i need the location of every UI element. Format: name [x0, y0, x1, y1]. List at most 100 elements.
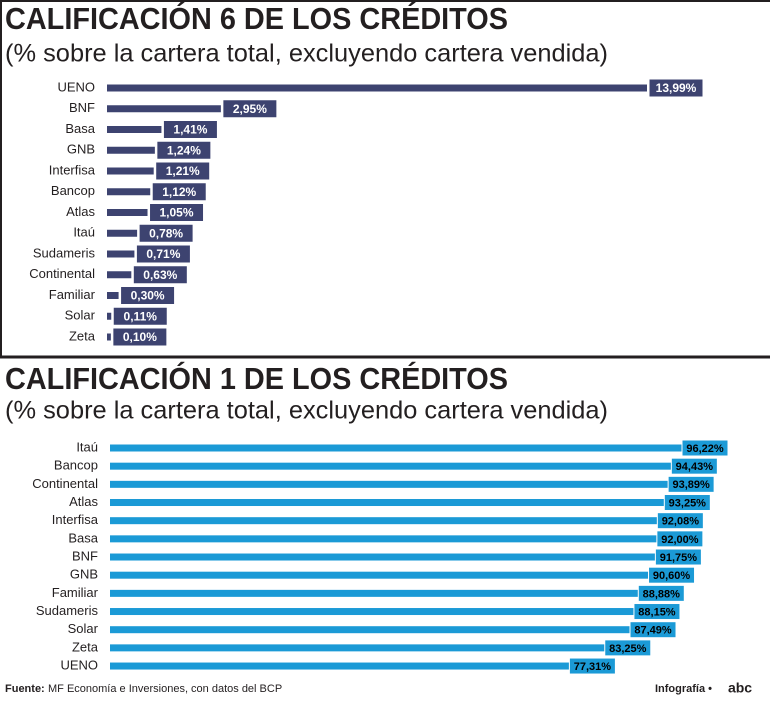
chart-subtitle: (% sobre la cartera total, excluyendo ca…	[5, 40, 608, 68]
bar	[110, 571, 650, 579]
value-label-box	[112, 306, 168, 326]
value-label-box	[156, 140, 212, 160]
bar	[107, 271, 132, 279]
category-label: Interfisa	[49, 162, 96, 177]
value-label: 93,89%	[672, 479, 710, 491]
category-label: BNF	[69, 100, 95, 115]
category-label: Itaú	[73, 225, 95, 240]
bar	[107, 209, 148, 216]
category-label: Basa	[68, 530, 98, 545]
bar	[110, 662, 571, 670]
value-label-box	[112, 327, 168, 347]
category-label: Interfisa	[52, 512, 99, 527]
category-label: Solar	[65, 308, 96, 323]
source-text: MF Economía e Inversiones, con datos del…	[48, 683, 282, 695]
value-label: 13,99%	[656, 81, 697, 95]
value-label-box	[656, 512, 704, 530]
value-label: 1,05%	[160, 206, 194, 220]
value-label: 1,12%	[162, 185, 196, 199]
value-label: 0,71%	[146, 247, 180, 261]
value-label: 87,49%	[634, 625, 672, 637]
category-label: Itaú	[76, 439, 98, 454]
value-label-box	[633, 603, 681, 621]
value-label: 77,31%	[574, 661, 612, 673]
bar	[107, 188, 151, 196]
value-label: 0,10%	[123, 330, 157, 344]
value-label: 1,41%	[173, 123, 207, 137]
category-label: UENO	[57, 79, 95, 94]
category-label: GNB	[67, 142, 95, 157]
value-label-box	[149, 203, 205, 222]
value-label: 88,15%	[638, 606, 676, 618]
chart-title: CALIFICACIÓN 1 DE LOS CRÉDITOS	[5, 360, 508, 396]
value-label-box	[162, 120, 218, 139]
value-label-box	[648, 78, 704, 98]
logo: abc	[728, 680, 752, 696]
bar	[110, 608, 635, 616]
category-label: Sudameris	[36, 603, 99, 618]
value-label: 83,25%	[609, 643, 647, 655]
bar	[110, 517, 659, 525]
bar	[107, 333, 111, 341]
bar	[110, 444, 683, 452]
chart-title: CALIFICACIÓN 6 DE LOS CRÉDITOS	[5, 0, 508, 36]
value-label-box	[670, 457, 718, 475]
source-label: Fuente:	[5, 683, 45, 695]
value-label-box	[667, 475, 715, 493]
value-label-box	[663, 494, 711, 512]
category-label: BNF	[72, 548, 98, 563]
value-label: 1,24%	[167, 143, 201, 157]
value-label-box	[155, 161, 211, 181]
value-label: 93,25%	[669, 497, 707, 509]
value-label-box	[222, 99, 278, 119]
value-label: 1,21%	[166, 164, 200, 178]
bar	[110, 499, 666, 507]
category-label: Zeta	[72, 639, 99, 654]
category-label: UENO	[60, 657, 98, 672]
value-label: 90,60%	[653, 570, 691, 582]
value-label-box	[604, 639, 652, 657]
bar	[110, 589, 640, 597]
bar	[107, 229, 138, 237]
bar	[107, 250, 135, 258]
category-label: Zeta	[69, 328, 96, 343]
chart-subtitle: (% sobre la cartera total, excluyendo ca…	[5, 397, 608, 425]
value-label: 94,43%	[676, 461, 714, 473]
value-label-box	[648, 566, 696, 584]
bar	[107, 105, 221, 113]
bar	[110, 462, 673, 470]
category-label: Continental	[29, 266, 95, 281]
value-label-box	[138, 223, 194, 243]
value-label-box	[120, 286, 176, 305]
value-label: 2,95%	[233, 102, 267, 116]
value-label-box	[151, 182, 207, 202]
value-label-box	[681, 439, 729, 457]
bar	[110, 480, 670, 488]
value-label-box	[654, 548, 702, 566]
value-label: 0,78%	[149, 226, 183, 240]
category-label: Solar	[68, 621, 99, 636]
value-label-box	[132, 265, 188, 285]
category-label: Familiar	[49, 287, 96, 302]
value-label-box	[568, 657, 616, 675]
bar	[107, 292, 119, 299]
value-label: 88,88%	[643, 588, 681, 600]
value-label: 0,63%	[143, 268, 177, 282]
category-label: Atlas	[69, 494, 98, 509]
value-label-box	[135, 244, 191, 264]
category-label: Bancop	[54, 458, 98, 473]
category-label: GNB	[70, 567, 98, 582]
category-label: Familiar	[52, 585, 99, 600]
value-label: 0,30%	[131, 289, 165, 303]
value-label: 92,00%	[661, 534, 699, 546]
value-label: 96,22%	[686, 443, 724, 455]
bar	[110, 535, 658, 543]
category-label: Basa	[65, 121, 95, 136]
bar	[107, 126, 162, 133]
bar	[107, 146, 155, 154]
bar	[107, 167, 154, 175]
category-label: Continental	[32, 476, 98, 491]
value-label-box	[656, 530, 704, 548]
category-label: Bancop	[51, 183, 95, 198]
